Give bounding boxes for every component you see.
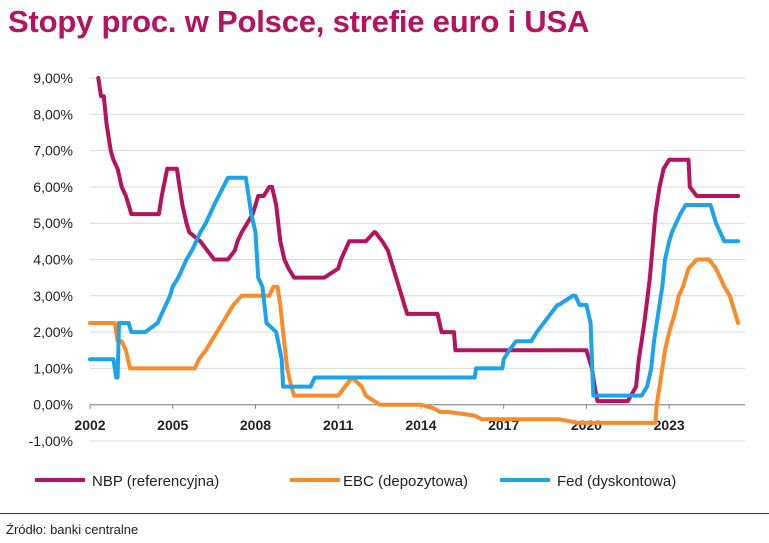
y-tick-label: 4,00% bbox=[33, 252, 73, 268]
y-tick-label: 2,00% bbox=[33, 324, 73, 340]
y-tick-label: 5,00% bbox=[33, 215, 73, 231]
x-axis-tick-labels: 2002 2005 2008 2011 2014 2017 2020 2023 bbox=[74, 417, 685, 433]
footer-divider bbox=[0, 513, 769, 514]
y-tick-label: 3,00% bbox=[33, 288, 73, 304]
y-tick-label: 0,00% bbox=[33, 397, 73, 413]
series-line-1 bbox=[88, 257, 741, 425]
x-tick-label: 2014 bbox=[405, 417, 436, 433]
x-tick-label: 2020 bbox=[571, 417, 602, 433]
x-tick-label: 2023 bbox=[654, 417, 685, 433]
y-tick-label: 6,00% bbox=[33, 179, 73, 195]
series-line-2 bbox=[88, 175, 741, 398]
y-tick-label: 9,00% bbox=[33, 70, 73, 86]
series-line-0 bbox=[96, 76, 741, 404]
x-tick-label: 2011 bbox=[323, 417, 354, 433]
y-axis-tick-labels: -1,00% 0,00% 1,00% 2,00% 3,00% 4,00% 5,00% 6,00… bbox=[29, 70, 73, 449]
rates-line-chart: -1,00% 0,00% 1,00% 2,00% 3,00% 4,00% 5,00% 6,00… bbox=[29, 70, 745, 490]
chart-title: Stopy proc. w Polsce, strefie euro i USA bbox=[8, 4, 590, 39]
y-tick-label: 8,00% bbox=[33, 106, 73, 122]
series-layer bbox=[88, 76, 741, 425]
legend-label-1: EBC (depozytowa) bbox=[343, 473, 468, 490]
x-tick-label: 2008 bbox=[240, 417, 271, 433]
x-tick-label: 2002 bbox=[74, 417, 105, 433]
y-tick-label: 1,00% bbox=[33, 360, 73, 376]
legend-label-0: NBP (referencyjna) bbox=[92, 473, 219, 490]
source-note: Źródło: banki centralne bbox=[6, 522, 139, 537]
legend-label-2: Fed (dyskontowa) bbox=[557, 473, 676, 490]
x-tick-label: 2005 bbox=[157, 417, 188, 433]
y-tick-label: 7,00% bbox=[33, 143, 73, 159]
legend: NBP (referencyjna) EBC (depozytowa) Fed (d… bbox=[35, 473, 676, 490]
y-tick-label: -1,00% bbox=[29, 433, 73, 449]
